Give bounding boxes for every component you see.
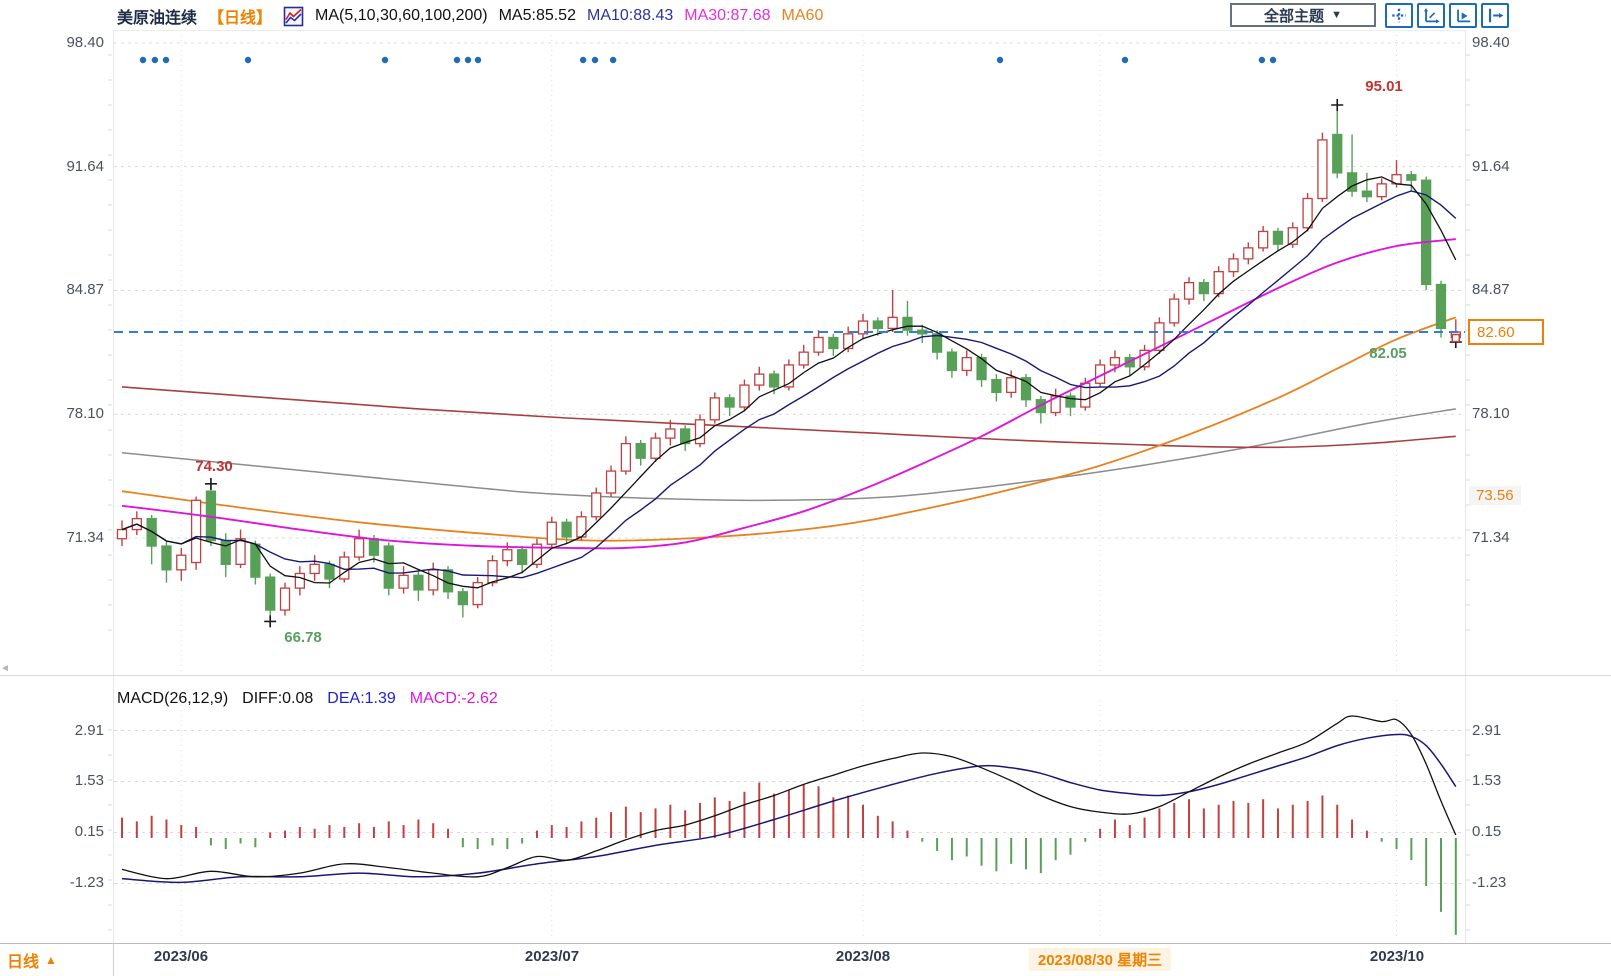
price-tick-label: 78.10 xyxy=(66,405,104,422)
price-tick-label: 71.34 xyxy=(1472,529,1510,546)
indicator-chart-icon xyxy=(283,6,304,27)
period-label: 日线 xyxy=(7,954,40,971)
macd-tick-label: 0.15 xyxy=(1472,823,1502,840)
theme-dropdown-label: 全部主题 xyxy=(1264,7,1325,25)
event-dots xyxy=(139,56,1277,64)
macd-tick-label: -1.23 xyxy=(69,874,104,891)
pan-right-icon xyxy=(1488,8,1504,23)
ma60-value: MA60 xyxy=(781,7,824,24)
date-tick-label: 2023/08 xyxy=(835,948,891,965)
axis-play-button[interactable] xyxy=(1449,3,1477,28)
grid-lines xyxy=(0,30,1611,976)
date-tick-label: 2023/10 xyxy=(1369,948,1425,965)
move-cross-button[interactable] xyxy=(1385,3,1413,28)
date-tick-label: 2023/07 xyxy=(524,948,580,965)
axis-fit-button[interactable] xyxy=(1417,3,1445,28)
price-tick-label: 84.87 xyxy=(1472,281,1510,298)
ma200-line xyxy=(121,386,1456,449)
macd-dea-line xyxy=(121,733,1457,884)
annotation-high-74: 74.30 xyxy=(195,458,233,475)
annotation-low-82: 82.05 xyxy=(1369,345,1407,362)
macd-tick-label: -1.23 xyxy=(1472,874,1507,891)
macd-macd-value: MACD:-2.62 xyxy=(409,690,498,707)
symbol-title: 美原油连续 xyxy=(117,10,198,27)
macd-dea-value: DEA:1.39 xyxy=(327,690,396,707)
selected-date-label: 2023/08/30 星期三 xyxy=(1028,948,1172,971)
axis-play-icon xyxy=(1457,9,1471,23)
macd-tick-label: 1.53 xyxy=(1472,772,1502,789)
ma-settings-label: MA(5,10,30,60,100,200) xyxy=(315,7,488,24)
move-cross-icon xyxy=(1392,8,1406,23)
ma10-line xyxy=(121,190,1457,579)
price-tick-label: 78.10 xyxy=(1472,405,1510,422)
chart-toolbar xyxy=(1385,3,1509,28)
price-tick-label: 84.87 xyxy=(66,281,104,298)
macd-tick-label: 2.91 xyxy=(74,722,104,739)
axis-fit-icon xyxy=(1423,7,1440,24)
macd-diff-value: DIFF:0.08 xyxy=(242,690,314,707)
chevron-down-icon: ▼ xyxy=(1331,9,1342,21)
price-tick-label: 98.40 xyxy=(66,34,104,51)
price-tick-label: 91.64 xyxy=(1472,158,1510,175)
ma30-value: MA30:87.68 xyxy=(684,7,771,24)
ma10-value: MA10:88.43 xyxy=(586,7,674,24)
axis-extra-label: 73.56 xyxy=(1469,486,1521,505)
ma100-line xyxy=(121,408,1456,502)
selected-candle-marker xyxy=(1451,333,1461,343)
macd-tick-label: 0.15 xyxy=(74,823,104,840)
annotation-high-95: 95.01 xyxy=(1365,78,1403,95)
ma5-value: MA5:85.52 xyxy=(498,7,576,24)
chart-header: 美原油连续 【日线】 MA(5,10,30,60,100,200) MA5:85… xyxy=(117,4,823,28)
panel-collapse-icon[interactable]: ◄ xyxy=(0,663,10,674)
ma5-line xyxy=(121,176,1457,589)
pan-right-button[interactable] xyxy=(1481,3,1509,28)
annotation-low-66: 66.78 xyxy=(284,629,322,646)
ma30-line xyxy=(121,238,1456,550)
triangle-up-icon: ▲ xyxy=(45,953,57,967)
macd-diff-line xyxy=(121,715,1457,880)
period-tag: 【日线】 xyxy=(208,10,273,27)
price-tick-label: 98.40 xyxy=(1472,34,1510,51)
macd-tick-label: 1.53 xyxy=(74,772,104,789)
price-tick-label: 71.34 xyxy=(66,529,104,546)
macd-formula: MACD(26,12,9) xyxy=(117,690,229,707)
price-tick-label: 91.64 xyxy=(66,158,104,175)
macd-histogram xyxy=(121,782,1457,935)
candles xyxy=(116,105,1461,622)
macd-tick-label: 2.91 xyxy=(1472,722,1502,739)
period-selector[interactable]: 日线 ▲ xyxy=(7,948,57,972)
date-tick-label: 2023/06 xyxy=(153,948,209,965)
ma60-line xyxy=(121,316,1457,542)
theme-dropdown[interactable]: 全部主题 ▼ xyxy=(1230,3,1376,27)
macd-header: MACD(26,12,9) DIFF:0.08 DEA:1.39 MACD:-2… xyxy=(117,690,498,708)
last-price-badge: 82.60 xyxy=(1468,319,1544,345)
